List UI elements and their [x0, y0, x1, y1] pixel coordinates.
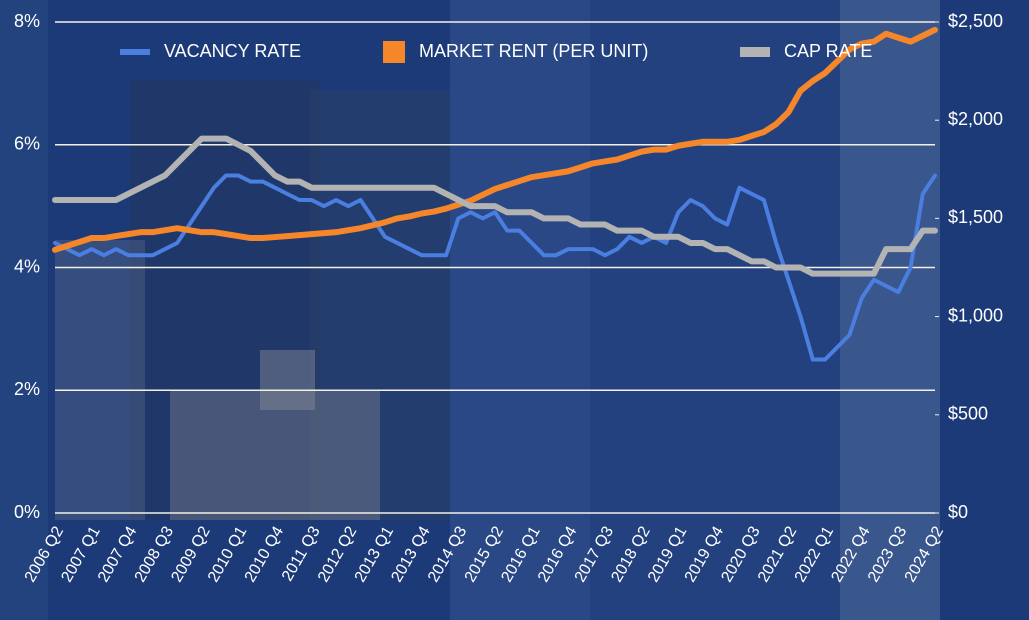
y2-tick-label: $2,000 — [948, 109, 1003, 129]
legend-label: CAP RATE — [784, 41, 872, 61]
legend-label: MARKET RENT (PER UNIT) — [419, 41, 648, 61]
legend-marker — [383, 41, 405, 63]
legend-marker — [120, 49, 150, 55]
legend-marker — [740, 47, 770, 57]
y-tick-label: 4% — [14, 256, 40, 276]
chart: 0% 2% 4% 6% 8% $0 $500 $1,000 $1,500 $2,000 $2,500… — [0, 0, 1029, 620]
y2-tick-label: $1,000 — [948, 305, 1003, 325]
y-tick-label: 8% — [14, 11, 40, 31]
page: 0% 2% 4% 6% 8% $0 $500 $1,000 $1,500 $2,000 $2,500… — [0, 0, 1029, 620]
background — [0, 0, 1029, 620]
y2-tick-label: $2,500 — [948, 11, 1003, 31]
y2-tick-label: $500 — [948, 404, 988, 424]
y-tick-label: 2% — [14, 379, 40, 399]
y2-tick-label: $0 — [948, 502, 968, 522]
y-tick-label: 0% — [14, 502, 40, 522]
y-tick-label: 6% — [14, 134, 40, 154]
y2-tick-label: $1,500 — [948, 207, 1003, 227]
legend-label: VACANCY RATE — [164, 41, 301, 61]
